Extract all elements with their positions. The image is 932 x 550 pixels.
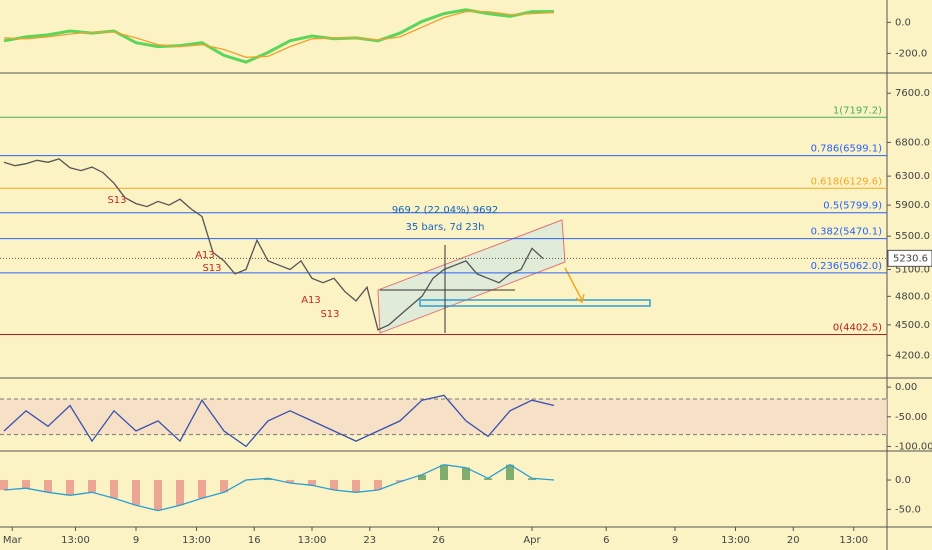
annotation: A13	[301, 295, 321, 306]
y-tick-label: 7600.0	[895, 88, 930, 99]
x-tick-label: 13:00	[839, 535, 868, 546]
histogram-bar	[528, 478, 536, 481]
y-tick-label: 4200.0	[895, 350, 930, 361]
y-tick-label: 0.0	[895, 475, 911, 486]
histogram-bar	[462, 467, 470, 481]
price-tag	[887, 249, 932, 267]
histogram-bar	[506, 464, 514, 481]
y-tick-label: 5900.0	[895, 200, 930, 211]
x-tick-label: 13:00	[298, 535, 327, 546]
histogram-bar	[286, 480, 294, 483]
histogram-bar	[88, 480, 96, 493]
y-tick-label: 0.0	[895, 17, 911, 28]
histogram-bar	[110, 480, 118, 499]
histogram-bar	[396, 480, 404, 482]
y-tick-label: -200.0	[895, 48, 927, 59]
x-tick-label: 20	[787, 535, 800, 546]
fib-label: 0(4402.5)	[833, 323, 882, 334]
histogram-bar	[330, 480, 338, 490]
histogram-bar	[374, 480, 382, 490]
fib-label: 0.236(5062.0)	[811, 261, 883, 272]
histogram-bar	[176, 480, 184, 506]
series-line	[3, 10, 555, 58]
histogram-bar	[198, 480, 206, 499]
band	[0, 398, 887, 435]
y-tick-label: 0.00	[895, 382, 917, 393]
histogram-bar	[264, 478, 272, 481]
annotation: 969.2 (22.04%) 9692	[392, 205, 498, 216]
annotation: A13	[195, 250, 215, 261]
arrow	[564, 267, 583, 301]
y-tick-label: 6800.0	[895, 137, 930, 148]
series-line	[3, 394, 555, 448]
x-tick-label: Mar	[3, 535, 23, 546]
x-tick-label: 16	[248, 535, 261, 546]
y-tick-label: 4500.0	[895, 320, 930, 331]
histogram-bar	[132, 480, 140, 506]
series-line	[3, 158, 544, 331]
annotation: S13	[320, 309, 339, 320]
x-tick-label: 6	[603, 535, 609, 546]
annotation: S13	[107, 195, 126, 206]
histogram-bar	[220, 480, 228, 493]
x-tick-label: 9	[133, 535, 139, 546]
target-box	[419, 299, 651, 307]
arrow-head	[575, 293, 585, 304]
histogram-bar	[418, 474, 426, 481]
histogram-bar	[66, 480, 74, 496]
x-tick-label: 9	[672, 535, 678, 546]
histogram-bar	[308, 480, 316, 486]
x-tick-label: 26	[432, 535, 445, 546]
price-tag-label: 5230.6	[893, 253, 928, 264]
histogram-bar	[0, 480, 8, 490]
x-tick-label: 13:00	[721, 535, 750, 546]
x-tick-label: 23	[363, 535, 376, 546]
fib-label: 0.5(5799.9)	[823, 201, 882, 212]
x-tick-label: 13:00	[182, 535, 211, 546]
annotation: S13	[202, 263, 221, 274]
histogram-bar	[352, 480, 360, 493]
y-tick-label: 5500.0	[895, 231, 930, 242]
y-tick-label: 6300.0	[895, 171, 930, 182]
fib-label: 0.618(6129.6)	[811, 176, 883, 187]
fib-label: 0.382(5470.1)	[811, 227, 883, 238]
fib-label: 1(7197.2)	[833, 105, 882, 116]
annotation: 35 bars, 7d 23h	[405, 222, 484, 233]
histogram-bar	[440, 464, 448, 481]
x-tick-label: Apr	[523, 535, 541, 546]
y-tick-label: -50.0	[895, 504, 921, 515]
x-tick-label: 13:00	[61, 535, 90, 546]
fib-label: 0.786(6599.1)	[811, 144, 883, 155]
series-line	[3, 463, 555, 512]
histogram-bar	[484, 478, 492, 481]
channel	[377, 219, 566, 334]
series-line	[3, 8, 554, 64]
y-tick-label: 5100.0	[895, 265, 930, 276]
histogram-bar	[44, 480, 52, 493]
y-tick-label: 4800.0	[895, 291, 930, 302]
histogram-bar	[154, 480, 162, 511]
drawings	[377, 219, 651, 334]
y-tick-label: -100.00	[895, 441, 932, 452]
histogram-bar	[22, 480, 30, 489]
y-tick-label: -50.00	[895, 412, 927, 423]
